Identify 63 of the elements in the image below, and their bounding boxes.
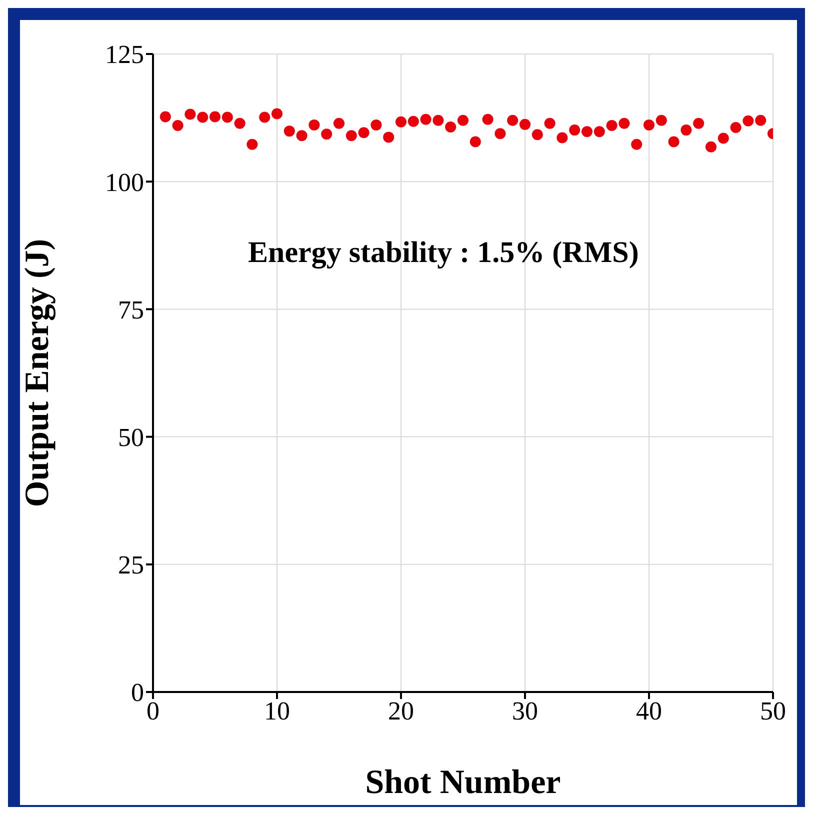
- point: [172, 120, 184, 131]
- point: [544, 118, 556, 129]
- point: [693, 118, 704, 129]
- point: [321, 128, 332, 140]
- point: [346, 130, 357, 142]
- x-tick-label: 10: [264, 696, 290, 726]
- point: [458, 114, 468, 126]
- x-tick-label: 40: [636, 696, 662, 726]
- point: [532, 129, 543, 140]
- point: [644, 119, 654, 130]
- point: [520, 118, 530, 130]
- point: [358, 127, 370, 138]
- point: [730, 122, 742, 133]
- point: [507, 114, 518, 126]
- point: [631, 138, 642, 150]
- point: [259, 112, 270, 123]
- point: [246, 138, 258, 150]
- point: [470, 136, 481, 148]
- point: [334, 118, 344, 129]
- x-tick-label: 30: [512, 696, 538, 726]
- point: [706, 141, 716, 152]
- x-tick-label: 20: [388, 696, 414, 726]
- point: [284, 126, 295, 137]
- y-tick-label: 25: [118, 550, 144, 580]
- point: [408, 116, 419, 127]
- x-tick-label: 50: [760, 696, 786, 726]
- point: [370, 119, 382, 130]
- point: [222, 112, 233, 123]
- y-tick-label: 100: [105, 168, 144, 197]
- point: [445, 121, 456, 132]
- y-tick-label: 0: [131, 678, 144, 708]
- annotation: Energy stability : 1.5% (RMS): [248, 236, 639, 270]
- point: [569, 124, 580, 136]
- point: [718, 132, 729, 144]
- point: [432, 114, 444, 126]
- point: [680, 124, 692, 136]
- point: [755, 114, 766, 126]
- y-tick-label: 75: [118, 295, 144, 324]
- point: [742, 115, 754, 126]
- point: [160, 111, 171, 122]
- point: [668, 136, 680, 148]
- point: [308, 119, 320, 130]
- point: [556, 132, 568, 144]
- point: [396, 116, 406, 128]
- point: [210, 111, 220, 122]
- point: [594, 126, 605, 138]
- point: [482, 114, 494, 125]
- point: [582, 126, 592, 138]
- point: [618, 118, 630, 129]
- point: [184, 108, 196, 120]
- y-tick-label: 50: [118, 423, 144, 452]
- y-axis-title: Output Energy (J): [19, 238, 56, 508]
- point: [272, 108, 282, 120]
- point: [383, 132, 394, 143]
- y-tick-label: 125: [105, 40, 144, 70]
- point: [234, 118, 246, 129]
- point: [420, 114, 432, 125]
- point: [606, 120, 618, 131]
- point: [656, 114, 667, 126]
- point: [494, 128, 506, 140]
- point: [197, 112, 208, 123]
- point: [296, 130, 308, 142]
- x-axis-title: Shot Number: [365, 764, 561, 801]
